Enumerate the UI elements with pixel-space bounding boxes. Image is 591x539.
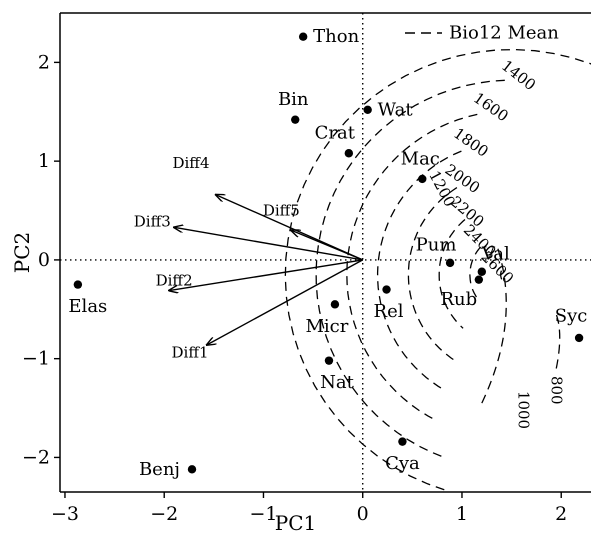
point-syc: [574, 333, 584, 343]
point-label-pum: Pum: [416, 234, 457, 255]
contour-line-2400: [469, 246, 482, 300]
y-tick-label: 2: [38, 51, 50, 73]
point-elas: [73, 280, 83, 289]
point-label-syc: Syc: [555, 305, 588, 326]
contour-label-1800: 1800: [450, 124, 492, 161]
arrow-label-diff1: Diff1: [172, 344, 209, 362]
x-tick-label: −2: [150, 503, 178, 525]
point-pum: [445, 258, 455, 268]
arrow-diff3: [174, 227, 363, 261]
point-benj: [187, 465, 197, 474]
contour-label-800: 800: [547, 376, 565, 405]
point-label-thon: Thon: [313, 26, 359, 47]
legend-label: Bio12 Mean: [449, 23, 559, 44]
point-micr: [330, 300, 340, 309]
sample-points: Thon Wat Bin Crat Mac Pum Val Rub Rel Micr Nat Elas…: [68, 26, 587, 480]
x-tick-label: 1: [456, 503, 468, 525]
arrow-diff1: [207, 259, 364, 345]
x-axis-title: PC1: [275, 511, 316, 535]
y-tick-label: 1: [38, 150, 50, 172]
x-tick-label: −3: [51, 503, 79, 525]
legend: Bio12 Mean: [405, 23, 559, 44]
point-thon: [298, 32, 308, 41]
arrow-label-diff4: Diff4: [172, 154, 209, 172]
loading-arrows: Diff4 Diff5 Diff3 Diff2 Diff1: [134, 154, 364, 362]
y-tick-label: −1: [22, 348, 50, 370]
point-label-wat: Wat: [378, 99, 414, 120]
point-label-elas: Elas: [68, 296, 107, 317]
point-label-rub: Rub: [441, 289, 478, 310]
x-tick-label: 0: [357, 503, 369, 525]
point-mac: [418, 174, 427, 184]
contour-line-800: [555, 314, 561, 369]
y-axis-title: PC2: [10, 232, 34, 273]
point-rub: [474, 275, 484, 284]
point-label-micr: Micr: [305, 316, 348, 337]
contour-label-1000: 1000: [515, 391, 533, 429]
axes: −3 −2 −1 0 1 2 −2 −1 0 1 2: [22, 12, 591, 525]
point-cya: [398, 437, 407, 446]
point-label-nat: Nat: [320, 372, 354, 393]
point-bin: [291, 115, 300, 124]
x-tick-label: 2: [555, 503, 567, 525]
point-label-crat: Crat: [315, 123, 356, 144]
arrow-label-diff2: Diff2: [156, 272, 193, 290]
point-val: [477, 267, 487, 276]
contour-line-1200: [284, 48, 591, 491]
point-label-cya: Cya: [385, 453, 420, 474]
point-label-benj: Benj: [139, 459, 180, 480]
contour-line-1000: [481, 244, 507, 404]
point-crat: [344, 149, 354, 158]
contour-line-2000: [407, 187, 458, 362]
contour-label-1600: 1600: [470, 89, 512, 126]
arrow-diff2: [169, 259, 363, 291]
contour-line-2200: [438, 219, 466, 329]
point-label-rel: Rel: [374, 301, 404, 322]
reference-lines: [60, 13, 591, 492]
point-label-val: Val: [481, 243, 510, 264]
point-rel: [382, 285, 391, 294]
arrow-label-diff5: Diff5: [263, 202, 300, 220]
point-wat: [363, 105, 372, 114]
point-label-bin: Bin: [278, 89, 309, 110]
point-nat: [324, 356, 334, 365]
arrow-diff5: [291, 230, 363, 261]
y-tick-label: 0: [38, 249, 50, 271]
y-tick-label: −2: [22, 446, 50, 468]
contour-label-1400: 1400: [498, 56, 539, 94]
x-tick-label: −1: [249, 503, 277, 525]
contour-line-2600: [500, 270, 503, 280]
point-label-mac: Mac: [401, 148, 440, 169]
arrow-label-diff3: Diff3: [134, 212, 171, 230]
